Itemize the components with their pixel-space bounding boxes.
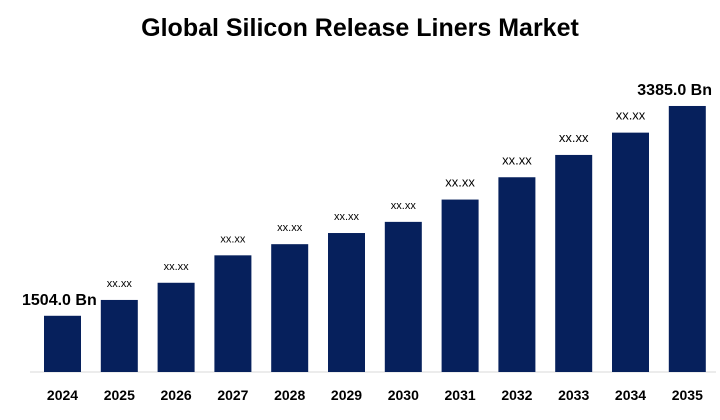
- bar-2024: [44, 315, 81, 372]
- data-label: xx.xx: [502, 152, 532, 167]
- bar-2027: [214, 255, 252, 372]
- data-label: xx.xx: [220, 233, 246, 245]
- data-label: xx.xx: [616, 108, 646, 123]
- bar-2030: [384, 221, 422, 372]
- x-tick-label: 2031: [445, 387, 476, 403]
- x-tick-label: 2032: [501, 387, 532, 403]
- data-label: xx.xx: [164, 261, 190, 273]
- data-label: xx.xx: [277, 222, 303, 234]
- bar-2025: [100, 299, 138, 372]
- x-tick-label: 2024: [47, 387, 78, 403]
- x-tick-label: 2035: [672, 387, 703, 403]
- x-tick-label: 2030: [388, 387, 419, 403]
- data-label: xx.xx: [445, 175, 475, 190]
- x-tick-label: 2027: [217, 387, 248, 403]
- data-label: 1504.0 Bn: [22, 292, 97, 309]
- data-label: xx.xx: [334, 211, 360, 223]
- data-label: xx.xx: [391, 200, 417, 212]
- bar-2032: [498, 177, 536, 372]
- bar-2033: [555, 154, 593, 372]
- data-label: 3385.0 Bn: [637, 82, 712, 99]
- bar-2035: [668, 105, 706, 372]
- data-label: xx.xx: [559, 130, 589, 145]
- x-tick-label: 2025: [104, 387, 135, 403]
- bar-2026: [157, 282, 195, 372]
- x-tick-label: 2028: [274, 387, 305, 403]
- data-label: xx.xx: [107, 278, 133, 290]
- x-tick-label: 2029: [331, 387, 362, 403]
- x-tick-label: 2026: [161, 387, 192, 403]
- chart-title: Global Silicon Release Liners Market: [141, 14, 579, 42]
- bar-2034: [612, 132, 649, 372]
- bar-2029: [328, 233, 365, 372]
- bar-2028: [271, 244, 309, 372]
- bar-2031: [441, 199, 479, 372]
- x-tick-label: 2034: [615, 387, 646, 403]
- x-tick-label: 2033: [558, 387, 589, 403]
